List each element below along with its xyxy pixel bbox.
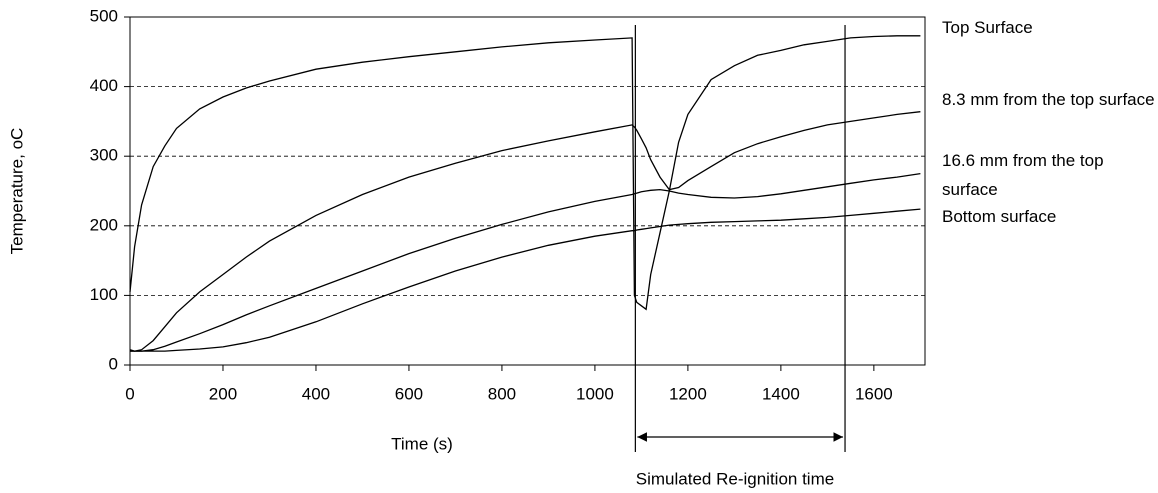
x-tick-label: 1400 [762, 384, 800, 403]
x-tick-label: 200 [209, 384, 237, 403]
x-tick-label: 400 [302, 384, 330, 403]
annotation: Simulated Re-ignition time [636, 469, 834, 488]
legend-label: 16.6 mm from the top surface [942, 151, 1104, 199]
legend-label: 8.3 mm from the top surface [942, 90, 1155, 109]
x-tick-label: 1000 [576, 384, 614, 403]
y-tick-label: 200 [90, 215, 118, 234]
y-tick-label: 400 [90, 76, 118, 95]
x-tick-label: 600 [395, 384, 423, 403]
x-axis-label: Time (s) [391, 434, 453, 453]
x-tick-label: 0 [125, 384, 134, 403]
series-line [130, 111, 921, 352]
x-tick-label: 1600 [855, 384, 893, 403]
plot-frame [129, 16, 926, 366]
series-line [130, 172, 921, 352]
y-tick-label: 100 [90, 285, 118, 304]
y-tick-label: 0 [109, 354, 118, 373]
y-axis-label: Temperature, oC [7, 128, 26, 255]
series-line [129, 208, 921, 352]
legend-label: Top Surface [942, 18, 1033, 37]
x-tick-label: 800 [488, 384, 516, 403]
x-tick-label: 1200 [669, 384, 707, 403]
y-tick-label: 500 [90, 6, 118, 25]
series-line [129, 35, 921, 311]
legend-label: Bottom surface [942, 207, 1057, 226]
y-tick-label: 300 [90, 146, 118, 165]
